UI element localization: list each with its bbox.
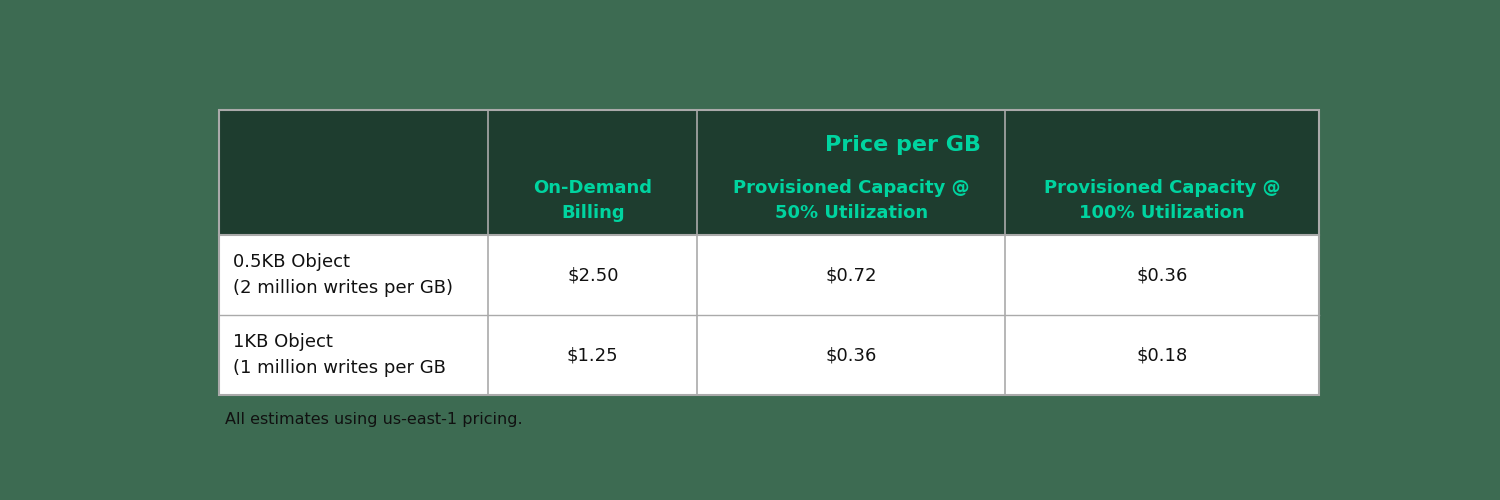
Bar <box>219 236 1318 395</box>
Text: All estimates using us-east-1 pricing.: All estimates using us-east-1 pricing. <box>225 412 522 428</box>
Text: $2.50: $2.50 <box>567 266 618 284</box>
Text: 0.5KB Object
(2 million writes per GB): 0.5KB Object (2 million writes per GB) <box>232 253 453 298</box>
Text: Price per GB: Price per GB <box>825 135 981 155</box>
Text: 1KB Object
(1 million writes per GB: 1KB Object (1 million writes per GB <box>232 333 446 378</box>
Text: $0.36: $0.36 <box>825 346 878 364</box>
Text: On-Demand
Billing: On-Demand Billing <box>534 179 652 222</box>
Text: Provisioned Capacity @
50% Utilization: Provisioned Capacity @ 50% Utilization <box>734 179 969 222</box>
Text: $0.36: $0.36 <box>1136 266 1188 284</box>
Text: Provisioned Capacity @
100% Utilization: Provisioned Capacity @ 100% Utilization <box>1044 179 1280 222</box>
Bar <box>219 110 1318 236</box>
Text: $0.72: $0.72 <box>825 266 878 284</box>
Text: $0.18: $0.18 <box>1137 346 1188 364</box>
Text: $1.25: $1.25 <box>567 346 618 364</box>
Bar <box>219 110 1318 395</box>
